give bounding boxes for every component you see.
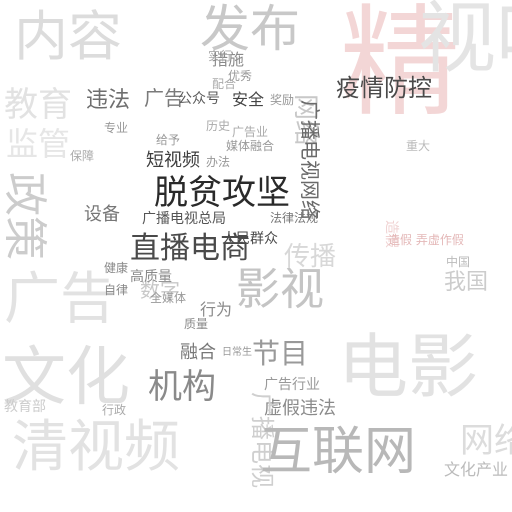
cloud-word: 保障 [70, 149, 95, 163]
cloud-word: 虚假违法 [264, 398, 336, 419]
cloud-word: 行为 [200, 300, 233, 319]
cloud-word: 公众号 [178, 91, 220, 107]
cloud-word: 互联网 [260, 422, 417, 482]
cloud-word: 实行 [208, 49, 233, 63]
cloud-word: 电影 [338, 326, 478, 408]
cloud-word: 短视频 [146, 150, 200, 171]
cloud-word: 网络 [460, 421, 512, 461]
cloud-word: 高质量 [130, 269, 172, 285]
cloud-word: 法律法规 [270, 211, 319, 225]
cloud-word: 配合 [212, 77, 237, 91]
cloud-word: 人民群众 [222, 231, 278, 247]
cloud-word: 质量 [184, 317, 209, 331]
cloud-word: 措施 [212, 50, 245, 69]
cloud-word: 历史 [206, 119, 231, 133]
cloud-word: 设备 [84, 204, 120, 225]
cloud-word: 日常生 [222, 347, 252, 358]
cloud-word: 广告行业 [264, 377, 320, 393]
cloud-word: 自律 [104, 283, 129, 297]
cloud-word: 直播电商 [130, 231, 250, 266]
cloud-word: 脱贫攻坚 [154, 173, 290, 213]
cloud-word: 违法 [86, 88, 131, 113]
cloud-word: 发布 [200, 0, 300, 58]
cloud-word: 奖励 [270, 93, 295, 107]
cloud-word: 视听 [418, 0, 512, 84]
cloud-word: 广告业 [232, 125, 269, 139]
cloud-word: 影视 [236, 264, 324, 315]
cloud-word: 机构 [148, 367, 216, 407]
cloud-word: 广告 [4, 267, 116, 332]
cloud-word: 媒体融合 [226, 139, 275, 153]
cloud-word: 精 [340, 0, 460, 133]
cloud-word: 文化 [2, 341, 130, 415]
cloud-word: 文化产业 [444, 460, 509, 479]
cloud-word: 广播电视总局 [142, 211, 226, 227]
cloud-word: 教育部 [4, 399, 46, 415]
cloud-word: 造假 弄虚作假 [388, 233, 464, 247]
cloud-word: 优秀 [228, 69, 253, 83]
cloud-word: 政策 [0, 172, 50, 260]
cloud-word: 教育 [4, 85, 72, 125]
cloud-word: 专业 [104, 121, 129, 135]
cloud-word: 融合 [180, 342, 216, 363]
cloud-word: 疫情防控 [336, 74, 432, 102]
cloud-word: 传播 [284, 242, 337, 272]
cloud-word: 重大 [406, 139, 431, 153]
cloud-word: 清视频 [12, 415, 180, 480]
cloud-word: 我国 [444, 270, 489, 295]
cloud-word: 安全 [232, 90, 265, 109]
cloud-word: 给予 [156, 133, 181, 147]
cloud-word: 健康 [104, 261, 129, 275]
cloud-word: 广播电视网络 [298, 100, 322, 220]
cloud-word: 中国 [446, 255, 471, 269]
cloud-word: 节目 [252, 337, 309, 370]
cloud-word: 行政 [102, 403, 127, 417]
cloud-word: 监管 [6, 125, 71, 163]
cloud-word: 全媒体 [150, 291, 187, 305]
cloud-word: 内容 [14, 5, 122, 68]
cloud-word: 数字 [140, 278, 180, 302]
cloud-word: 广告 [144, 86, 184, 110]
cloud-word: 办法 [206, 155, 231, 169]
